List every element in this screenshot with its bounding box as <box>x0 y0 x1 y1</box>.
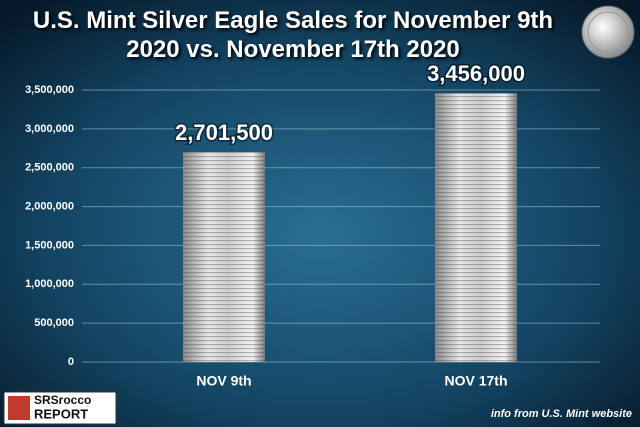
y-tick-label: 500,000 <box>34 317 74 329</box>
y-tick-label: 0 <box>68 356 74 368</box>
coin-icon-rim <box>587 11 629 53</box>
chart-title: U.S. Mint Silver Eagle Sales for Novembe… <box>32 7 554 63</box>
y-tick-label: 3,000,000 <box>25 123 74 135</box>
logo-line: REPORT <box>34 406 88 421</box>
value-label: 2,701,500 <box>175 120 273 145</box>
logo-mark <box>8 396 30 420</box>
y-tick-label: 1,500,000 <box>25 239 74 251</box>
x-tick-label: NOV 9th <box>196 373 251 389</box>
source-note: info from U.S. Mint website <box>491 408 632 420</box>
bar-texture <box>435 93 517 362</box>
x-tick-label: NOV 17th <box>444 373 507 389</box>
y-tick-label: 2,000,000 <box>25 200 74 212</box>
y-tick-label: 1,000,000 <box>25 278 74 290</box>
bar-texture <box>183 152 265 362</box>
coin-icon <box>581 5 635 59</box>
y-tick-label: 3,500,000 <box>25 84 74 96</box>
logo-line: SRSrocco <box>34 393 91 407</box>
value-label: 3,456,000 <box>427 61 525 86</box>
y-tick-label: 2,500,000 <box>25 162 74 174</box>
